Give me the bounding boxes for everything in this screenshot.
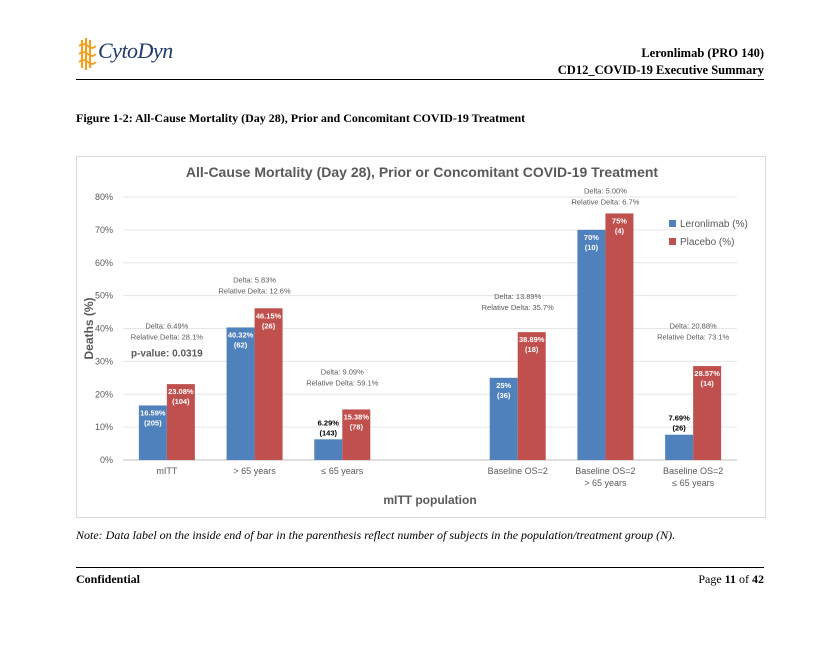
delta-annotation: Delta: 6.49% <box>145 322 188 331</box>
delta-annotation: Delta: 5.00% <box>584 187 627 196</box>
bar-n-label: (62) <box>234 340 248 349</box>
legend-entry: Leronlimab (%) <box>680 219 748 230</box>
legend-swatch <box>669 220 676 227</box>
page-of: of <box>736 572 752 586</box>
page-total: 42 <box>752 572 764 586</box>
y-tick-label: 0% <box>100 455 113 465</box>
x-tick-label: ≤ 65 years <box>321 466 363 476</box>
cytodyn-logo-mark <box>78 38 97 70</box>
x-tick-label: Baseline OS=2 <box>663 466 723 476</box>
delta-annotation: Relative Delta: 73.1% <box>657 333 729 342</box>
chart-title: All-Cause Mortality (Day 28), Prior or C… <box>186 164 659 180</box>
x-axis-label: mITT population <box>383 493 476 507</box>
p-value-label: p-value: 0.0319 <box>131 348 203 359</box>
bar-value-label: 28.57% <box>694 369 720 378</box>
bar-n-label: (4) <box>615 226 625 235</box>
page-number: Page 11 of 42 <box>698 572 764 587</box>
placebo-bar <box>254 308 283 460</box>
x-tick-label: Baseline OS=2 <box>488 466 548 476</box>
y-tick-label: 60% <box>95 258 113 268</box>
bar-n-label: (104) <box>172 397 190 406</box>
bar-n-label: (36) <box>497 391 511 400</box>
mortality-bar-chart: All-Cause Mortality (Day 28), Prior or C… <box>82 164 748 507</box>
header-divider <box>76 79 764 80</box>
product-name: Leronlimab (PRO 140) <box>641 46 764 60</box>
bar-n-label: (18) <box>525 345 539 354</box>
leronlimab-bar <box>138 405 167 460</box>
chart-container: All-Cause Mortality (Day 28), Prior or C… <box>76 156 766 518</box>
bar-value-label: 70% <box>584 233 599 242</box>
leronlimab-bar <box>577 229 606 460</box>
bar-value-label: 25% <box>496 381 511 390</box>
logo-text: CytoDyn <box>98 38 173 63</box>
y-tick-label: 10% <box>95 422 113 432</box>
footer-divider <box>76 567 764 568</box>
bar-value-label: 7.69% <box>669 414 691 423</box>
bar-n-label: (143) <box>320 428 338 437</box>
document-header: Leronlimab (PRO 140) CD12_COVID-19 Execu… <box>558 45 764 79</box>
bar-n-label: (205) <box>144 418 162 427</box>
delta-annotation: Delta: 20.88% <box>670 322 717 331</box>
leronlimab-bar <box>226 327 255 460</box>
y-tick-label: 20% <box>95 389 113 399</box>
x-tick-label: > 65 years <box>233 466 276 476</box>
placebo-bar <box>342 409 371 460</box>
bar-n-label: (14) <box>700 379 714 388</box>
bar-n-label: (26) <box>262 321 276 330</box>
cytodyn-logo: CytoDyn <box>76 36 176 72</box>
x-tick-label: mITT <box>156 466 177 476</box>
x-tick-label: Baseline OS=2 <box>575 466 635 476</box>
delta-annotation: Relative Delta: 35.7% <box>482 303 554 312</box>
y-axis-label: Deaths (%) <box>82 297 96 359</box>
confidential-label: Confidential <box>76 572 141 586</box>
bar-value-label: 38.89% <box>519 335 545 344</box>
figure-note: Note: Data label on the inside end of ba… <box>76 528 676 542</box>
bar-value-label: 6.29% <box>318 418 340 427</box>
legend-entry: Placebo (%) <box>680 237 734 248</box>
delta-annotation: Delta: 5.83% <box>233 275 276 284</box>
y-tick-label: 50% <box>95 291 113 301</box>
leronlimab-bar <box>314 439 343 460</box>
delta-annotation: Relative Delta: 12.6% <box>219 286 291 295</box>
figure-title: Figure 1-2: All-Cause Mortality (Day 28)… <box>76 111 526 125</box>
delta-annotation: Delta: 13.89% <box>494 292 541 301</box>
bar-n-label: (26) <box>672 424 686 433</box>
bar-value-label: 75% <box>612 216 627 225</box>
placebo-bar <box>605 213 634 460</box>
document-name: CD12_COVID-19 Executive Summary <box>557 63 764 77</box>
bar-value-label: 15.38% <box>344 412 370 421</box>
delta-annotation: Relative Delta: 59.1% <box>306 379 378 388</box>
placebo-bar <box>693 366 722 460</box>
page-prefix: Page <box>698 572 725 586</box>
delta-annotation: Relative Delta: 28.1% <box>131 333 203 342</box>
y-tick-label: 80% <box>95 192 113 202</box>
y-tick-label: 30% <box>95 356 113 366</box>
legend-swatch <box>669 238 676 245</box>
page-current: 11 <box>724 572 736 586</box>
bar-value-label: 16.59% <box>140 408 166 417</box>
x-tick-label: ≤ 65 years <box>672 478 714 488</box>
bar-n-label: (10) <box>585 243 599 252</box>
delta-annotation: Delta: 9.09% <box>321 368 364 377</box>
y-tick-label: 70% <box>95 225 113 235</box>
bar-n-label: (78) <box>350 422 364 431</box>
bar-value-label: 40.32% <box>228 330 254 339</box>
leronlimab-bar <box>489 377 518 460</box>
delta-annotation: Relative Delta: 6.7% <box>571 198 639 207</box>
bar-value-label: 46.15% <box>256 311 282 320</box>
y-tick-label: 40% <box>95 324 113 334</box>
placebo-bar <box>517 332 546 460</box>
bar-value-label: 23.08% <box>168 387 194 396</box>
x-tick-label: > 65 years <box>584 478 627 488</box>
placebo-bar <box>166 384 195 460</box>
leronlimab-bar <box>665 434 694 460</box>
